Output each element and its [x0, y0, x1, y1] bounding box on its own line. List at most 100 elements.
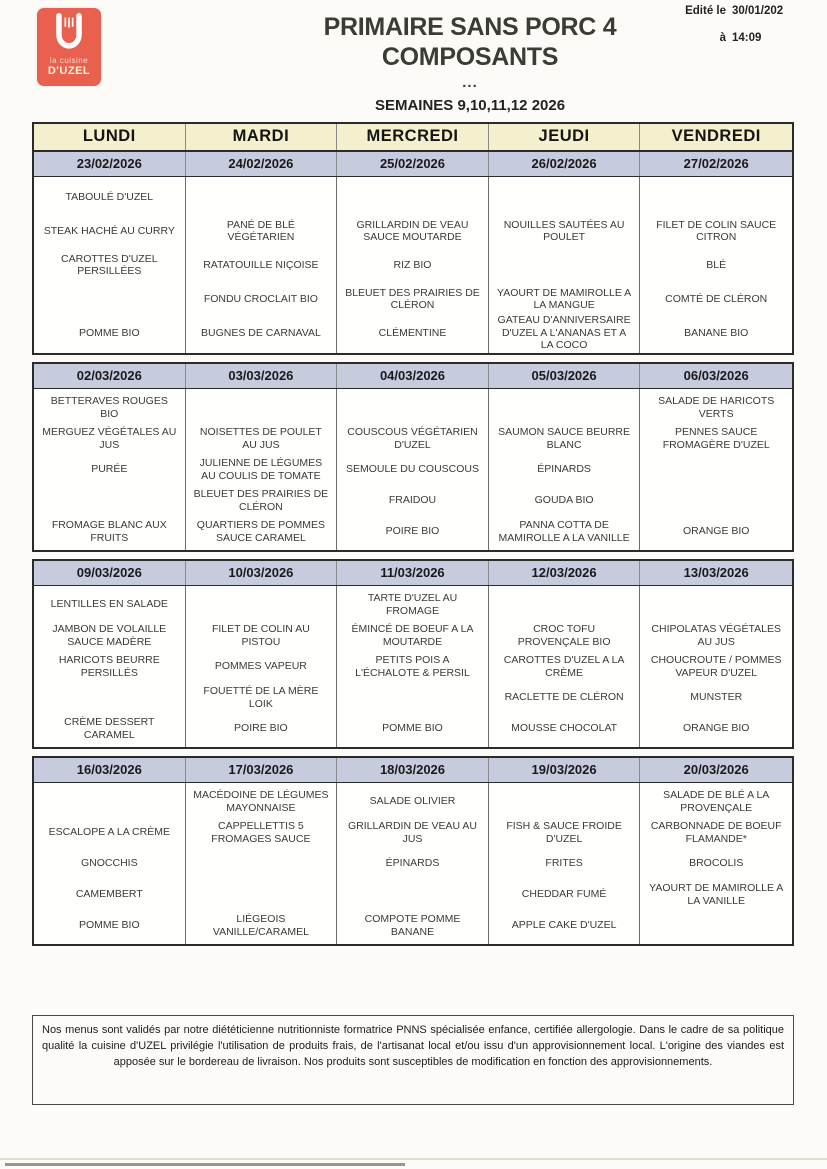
date-cell: 13/03/2026 — [683, 565, 749, 580]
menu-item: CHOUCROUTE / POMMES VAPEUR D'UZEL — [650, 654, 782, 679]
menu-item: RIZ BIO — [393, 258, 432, 271]
uzel-logo: la cuisine D'UZEL — [37, 8, 101, 86]
day-name-cell: MARDI — [186, 124, 338, 150]
menu-item: GOUDA BIO — [534, 494, 594, 507]
menu-slot-empty — [490, 392, 639, 423]
menu-item: POMME BIO — [382, 722, 443, 735]
menu-item: SALADE DE BLÉ A LA PROVENÇALE — [663, 789, 770, 814]
menu-item: GRILLARDIN DE VEAU AU JUS — [348, 820, 477, 845]
menu-item: CHEDDAR FUMÉ — [521, 888, 607, 901]
menu-slot-empty — [187, 589, 336, 620]
menu-slot-empty — [490, 589, 639, 620]
date-cell: 10/03/2026 — [186, 561, 338, 585]
menu-slot-empty — [338, 180, 487, 214]
menu-item: JULIENNE DE LÉGUMES AU COULIS DE TOMATE — [199, 457, 323, 482]
logo-text-cuisine: la cuisine — [49, 56, 89, 65]
menu-item: CROC TOFU PROVENÇALE BIO — [517, 623, 611, 648]
menu-item: PENNES SAUCE FROMAGÈRE D'UZEL — [662, 426, 770, 451]
menu-slot-empty — [641, 485, 791, 516]
title-block: PRIMAIRE SANS PORC 4 COMPOSANTS ... SEMA… — [270, 12, 670, 114]
menu-slot-empty — [641, 589, 791, 620]
footer-note: Nos menus sont validés par notre diététi… — [32, 1015, 794, 1105]
menu-item: GNOCCHIS — [81, 857, 138, 870]
menu-item: ÉMINCÉ DE BOEUF A LA MOUTARDE — [351, 623, 474, 648]
menu-item: COMTÉ DE CLÉRON — [665, 292, 768, 305]
day-menu-column: SALADE OLIVIER GRILLARDIN DE VEAU AU JUS É… — [337, 783, 489, 944]
menu-item: PETITS POIS A L'ÉCHALOTE & PERSIL — [355, 654, 470, 679]
edited-at-label: à — [719, 32, 726, 44]
day-menu-column: BETTERAVES ROUGES BIO MERGUEZ VÉGÉTALES A… — [34, 389, 186, 550]
menu-slot-empty — [641, 454, 791, 485]
menu-item: CAROTTES D'UZEL PERSILLÉES — [61, 252, 158, 277]
menu-item: MUNSTER — [690, 691, 743, 704]
day-menu-column: SALADE DE BLÉ A LA PROVENÇALE CARBONNADE … — [640, 783, 792, 944]
menu-item: SALADE DE HARICOTS VERTS — [658, 395, 775, 420]
day-menu-column: ESCALOPE A LA CRÈME GNOCCHIS CAMEMBERT POMM… — [34, 783, 186, 944]
day-name-cell: VENDREDI — [671, 127, 761, 145]
day-menu-column: LENTILLES EN SALADE JAMBON DE VOLAILLE SA… — [34, 586, 186, 747]
fork-u-icon — [56, 13, 82, 49]
menu-slot-empty — [187, 848, 336, 879]
menu-item: ESCALOPE A LA CRÈME — [48, 826, 170, 839]
menu-item: POMME BIO — [78, 919, 140, 932]
menu-item: QUARTIERS DE POMMES SAUCE CARAMEL — [196, 519, 325, 544]
day-menu-column: FILET DE COLIN AU PISTOU POMMES VAPEUR FOU… — [186, 586, 338, 747]
menu-item: CHIPOLATAS VÉGÉTALES AU JUS — [651, 623, 781, 648]
bottom-scan-bar — [5, 1163, 405, 1166]
menu-item: PURÉE — [91, 463, 128, 476]
menu-slot-empty — [187, 879, 336, 910]
menu-item: PANÉ DE BLÉ VÉGÉTARIEN — [226, 218, 295, 243]
date-cell: 23/02/2026 — [34, 152, 186, 176]
menu-item: PANNA COTTA DE MAMIROLLE A LA VANILLE — [498, 519, 630, 544]
date-cell: 11/03/2026 — [337, 561, 489, 585]
edited-info: Edité le 30/01/202 à 14:09 — [668, 5, 802, 44]
menu-item: APPLE CAKE D'UZEL — [511, 919, 617, 932]
date-row: 09/03/2026 10/03/2026 11/03/2026 12/03/2026… — [34, 561, 792, 586]
day-name-cell: MERCREDI — [337, 124, 489, 150]
date-cell: 26/02/2026 — [489, 152, 641, 176]
menu-item: LIÉGEOIS VANILLE/CARAMEL — [212, 913, 309, 938]
menu-slot-empty — [338, 392, 487, 423]
menu-item: NOUILLES SAUTÉES AU POULET — [503, 218, 625, 243]
date-cell: 19/03/2026 — [489, 758, 641, 782]
date-cell: 16/03/2026 — [34, 758, 186, 782]
menu-item: BLEUET DES PRAIRIES DE CLÉRON — [193, 488, 329, 513]
menu-item: RACLETTE DE CLÉRON — [504, 691, 624, 704]
menu-slot-empty — [641, 910, 791, 941]
menu-item: ÉPINARDS — [385, 857, 440, 870]
page-title-line1: PRIMAIRE SANS PORC 4 — [323, 13, 617, 41]
menu-item: COMPOTE POMME BANANE — [364, 913, 461, 938]
date-row: 16/03/2026 17/03/2026 18/03/2026 19/03/2026… — [34, 758, 792, 783]
edited-date: 30/01/202 — [732, 5, 784, 17]
date-cell: 27/02/2026 — [683, 156, 749, 171]
day-menu-column: MACÉDOINE DE LÉGUMES MAYONNAISE CAPPELLET… — [186, 783, 338, 944]
date-cell: 05/03/2026 — [489, 364, 641, 388]
menu-item: POIRE BIO — [385, 525, 440, 538]
date-cell: 18/03/2026 — [337, 758, 489, 782]
menu-item: LENTILLES EN SALADE — [50, 598, 168, 611]
day-menu-column: CROC TOFU PROVENÇALE BIO CAROTTES D'UZEL … — [489, 586, 641, 747]
menu-slot-empty — [338, 682, 487, 713]
menu-item: JAMBON DE VOLAILLE SAUCE MADÈRE — [52, 623, 167, 648]
menu-slot-empty — [338, 879, 487, 910]
logo-text-uzel: D'UZEL — [47, 65, 91, 77]
day-name-cell: JEUDI — [489, 124, 641, 150]
menu-item: SALADE OLIVIER — [369, 795, 456, 808]
title-dots: ... — [462, 74, 478, 91]
menu-item: HARICOTS BEURRE PERSILLÉS — [58, 654, 160, 679]
date-cell: 12/03/2026 — [489, 561, 641, 585]
menu-item: ORANGE BIO — [682, 722, 750, 735]
menu-slot-empty — [187, 180, 336, 214]
menu-item: FILET DE COLIN SAUCE CITRON — [656, 218, 777, 243]
menu-table: LUNDI MARDI MERCREDI JEUDI VENDREDI 23/02/202… — [32, 122, 794, 953]
menu-item: BROCOLIS — [689, 857, 744, 870]
menu-item: GRILLARDIN DE VEAU SAUCE MOUTARDE — [356, 218, 469, 243]
date-cell: 24/02/2026 — [186, 152, 338, 176]
menu-item: POMME BIO — [78, 326, 140, 339]
day-menu-column: FILET DE COLIN SAUCE CITRON BLÉ COMTÉ DE C… — [640, 177, 792, 353]
menu-item: CRÈME DESSERT CARAMEL — [64, 716, 155, 741]
date-row: 23/02/2026 24/02/2026 25/02/2026 26/02/2026… — [34, 152, 792, 177]
menu-slot-empty — [641, 180, 791, 214]
week-content-row: ESCALOPE A LA CRÈME GNOCCHIS CAMEMBERT POMM… — [34, 783, 792, 944]
menu-item: YAOURT DE MAMIROLLE A LA MANGUE — [496, 286, 632, 311]
